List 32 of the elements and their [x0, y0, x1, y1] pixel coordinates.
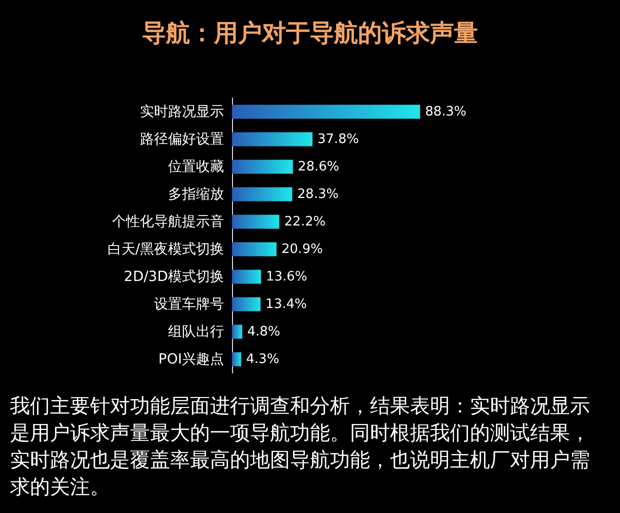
data-label: 22.2%	[284, 214, 326, 230]
y-tick-label: POI兴趣点	[158, 351, 224, 368]
data-label: 37.8%	[318, 132, 359, 147]
y-tick-label: 白天/黑夜模式切换	[107, 241, 224, 258]
bar	[232, 104, 420, 119]
bar	[232, 324, 242, 339]
data-label: 88.3%	[425, 104, 466, 120]
bar	[232, 242, 277, 256]
bar	[232, 132, 313, 146]
data-label: 4.3%	[246, 352, 280, 367]
y-tick-label: 2D/3D模式切换	[124, 268, 224, 285]
bar	[232, 214, 280, 229]
y-tick-label: 个性化导航提示音	[112, 214, 224, 230]
y-tick-label: 实时路况显示	[140, 104, 224, 120]
data-label: 13.4%	[266, 296, 307, 312]
data-label: 20.9%	[282, 242, 323, 257]
data-label: 13.6%	[266, 269, 308, 284]
y-tick-label: 设置车牌号	[154, 296, 224, 312]
y-tick-label: 位置收藏	[168, 158, 224, 175]
bar	[232, 297, 261, 312]
bar	[232, 270, 261, 284]
text: 我们主要针对功能层面进行调查和分析，结果表明：实时路况显示是用户诉求声量最大的一项导航功能。同时根据我们的测试结果，实时路况也是覆盖率最高的地图导航功能，也说明主机厂对用户需求的关注。	[10, 394, 590, 498]
chart-title: 导航：用户对于导航的诉求声量	[142, 19, 478, 47]
data-label: 4.8%	[247, 324, 280, 340]
bar	[232, 352, 242, 366]
bar	[232, 160, 293, 174]
data-label: 28.3%	[297, 186, 339, 202]
y-tick-label: 组队出行	[168, 324, 224, 340]
data-label: 28.6%	[298, 159, 340, 174]
y-tick-label: 路径偏好设置	[140, 131, 224, 148]
bar	[232, 187, 292, 202]
y-tick-label: 多指缩放	[168, 186, 224, 202]
